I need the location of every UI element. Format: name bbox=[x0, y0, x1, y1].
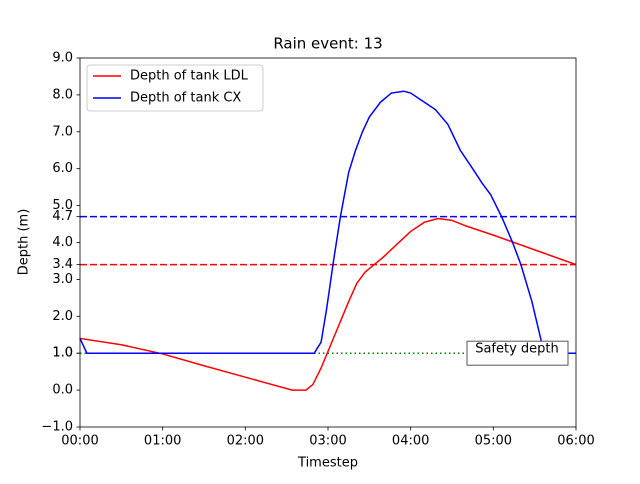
legend-label: Depth of tank CX bbox=[130, 91, 241, 106]
data-line bbox=[79, 217, 577, 391]
y-tick-label: 8.0 bbox=[52, 87, 73, 102]
data-line bbox=[79, 90, 576, 354]
annotation: Safety depth bbox=[475, 342, 559, 357]
y-tick-label: 9.0 bbox=[52, 51, 73, 66]
y-tick-label: 1.0 bbox=[52, 346, 73, 361]
x-tick-label: 01:00 bbox=[144, 434, 181, 449]
y-tick-label: 1.0 bbox=[52, 346, 73, 361]
y-tick-label: −1.0 bbox=[41, 420, 73, 435]
x-tick-label: 03:00 bbox=[309, 434, 346, 449]
x-tick-label: 06:00 bbox=[557, 434, 594, 449]
x-tick-label: 02:00 bbox=[227, 434, 264, 449]
y-tick-label: 5.0 bbox=[52, 198, 73, 213]
y-tick-label: 0.0 bbox=[52, 383, 73, 398]
y-tick-label: 4.7 bbox=[52, 209, 73, 224]
legend-box bbox=[86, 64, 264, 112]
x-tick-label: 00:00 bbox=[61, 434, 98, 449]
x-tick-label: 05:00 bbox=[475, 434, 512, 449]
x-axis-label: Timestep bbox=[297, 456, 358, 471]
annotation-box bbox=[466, 340, 569, 366]
y-tick-label: 4.0 bbox=[52, 235, 73, 250]
y-tick-label: 3.0 bbox=[52, 272, 73, 287]
y-tick-label: 6.0 bbox=[52, 161, 73, 176]
y-tick-label: 7.0 bbox=[52, 124, 73, 139]
y-tick-label: 3.4 bbox=[52, 257, 73, 272]
legend-label: Depth of tank LDL bbox=[130, 69, 249, 84]
y-tick-label: 2.0 bbox=[52, 309, 73, 324]
chart-title: Rain event: 13 bbox=[273, 35, 382, 53]
y-axis-label: Depth (m) bbox=[17, 209, 32, 276]
x-tick-label: 04:00 bbox=[392, 434, 429, 449]
